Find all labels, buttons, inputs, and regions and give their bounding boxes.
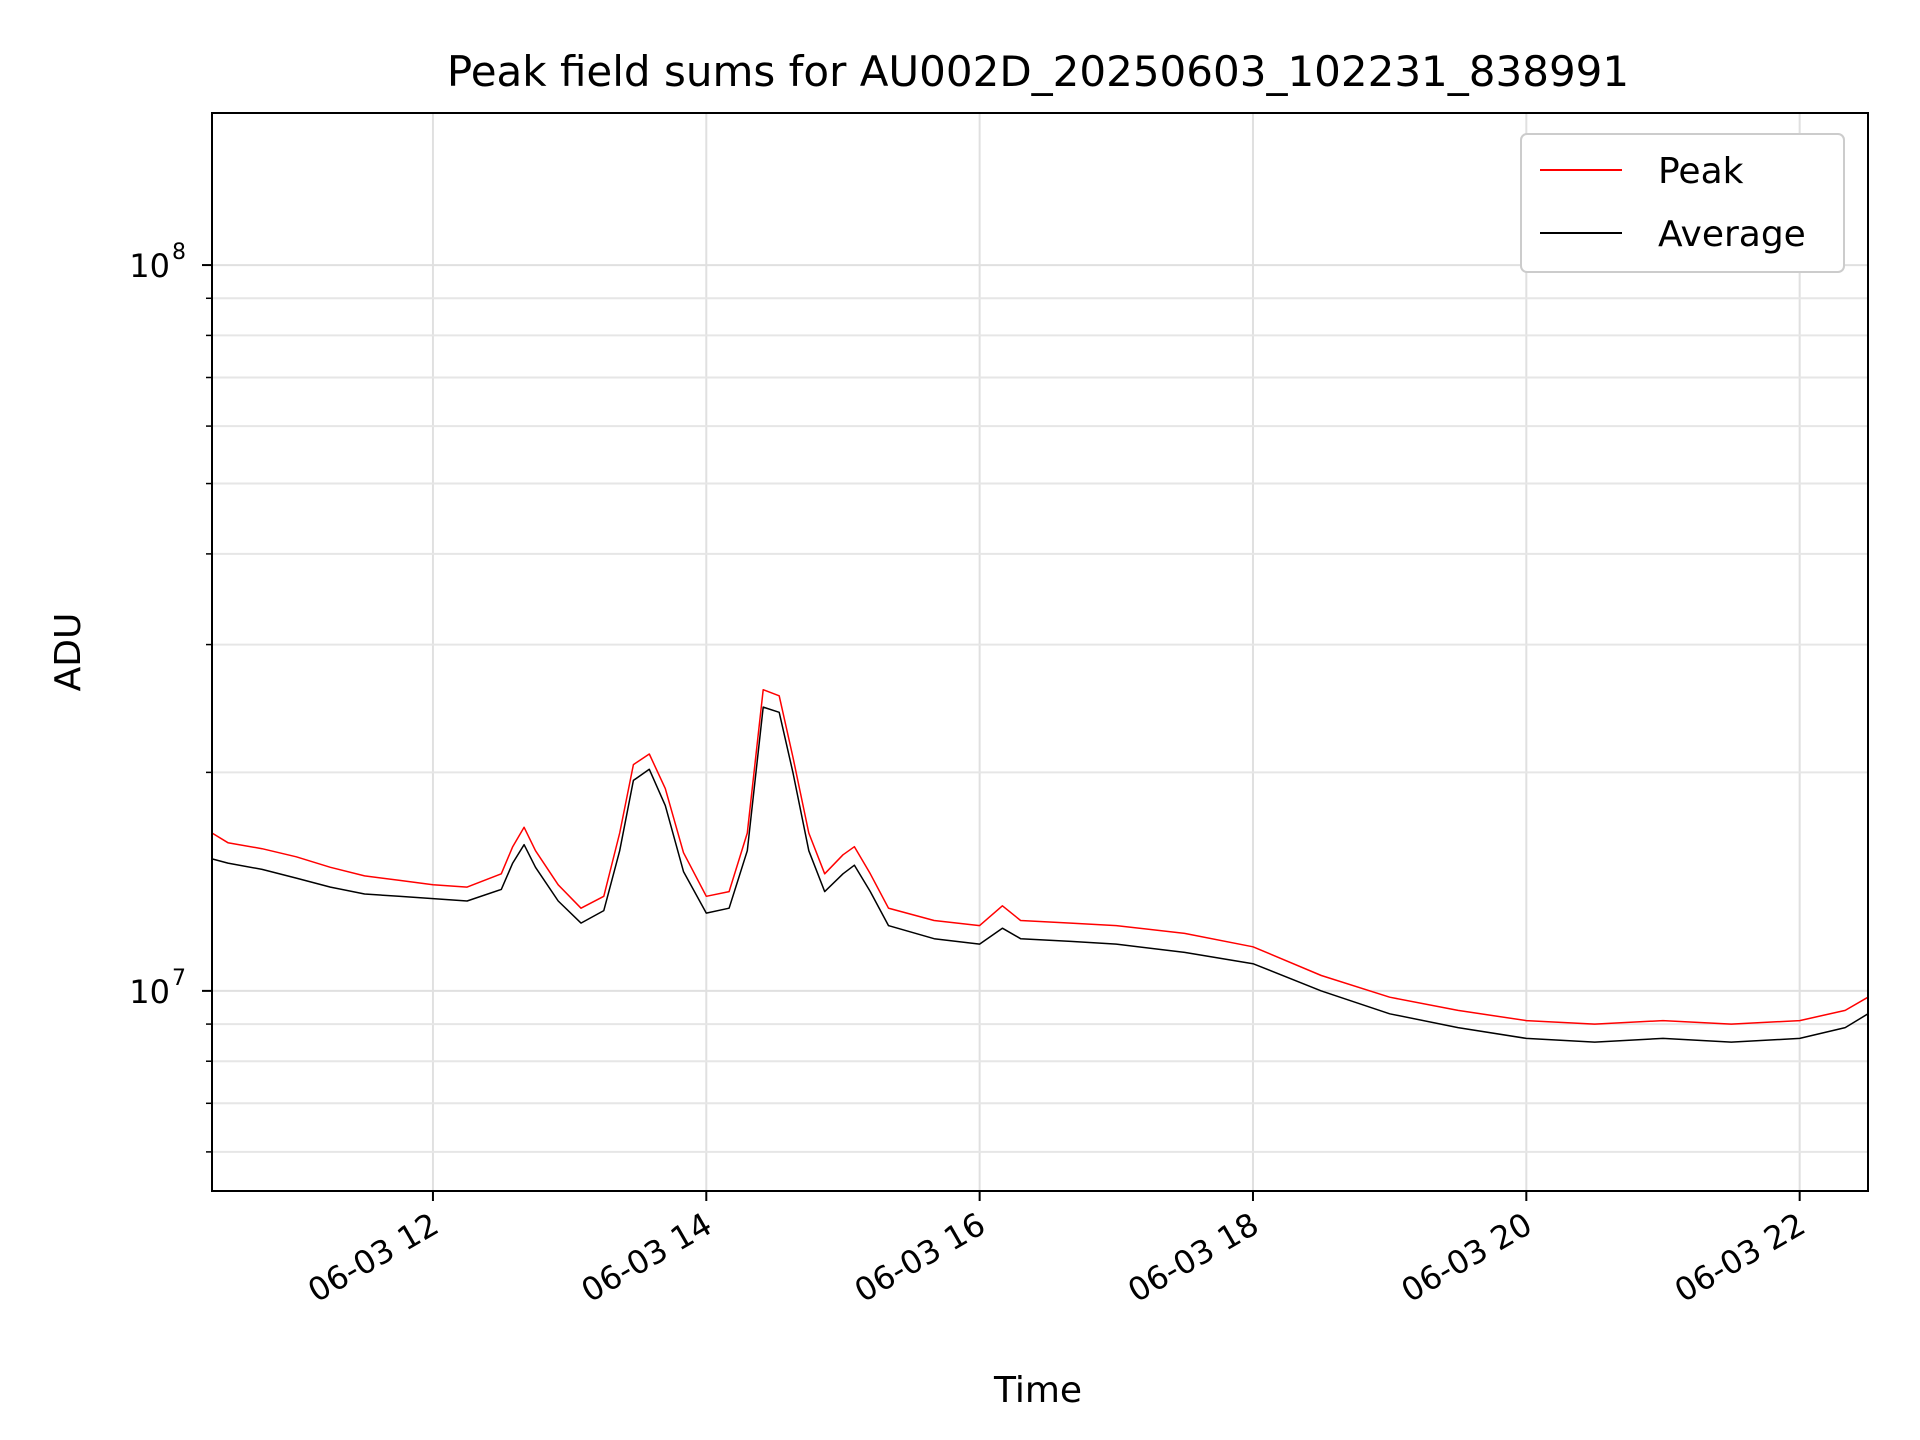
y-tick-label: 10 <box>129 973 170 1011</box>
legend: Peak Average <box>1520 133 1845 273</box>
y-axis-label: ADU <box>48 613 89 692</box>
series-line-average <box>211 706 1869 1043</box>
series-line-peak <box>211 688 1869 1025</box>
x-axis-label: Time <box>993 1370 1082 1411</box>
chart-title: Peak field sums for AU002D_20250603_1022… <box>447 47 1629 96</box>
plot-frame <box>211 112 1869 1192</box>
y-tick-label: 10 <box>129 247 170 285</box>
legend-peak-label: Peak <box>1658 151 1744 192</box>
legend-box <box>1520 133 1845 273</box>
y-tick-exponent: 8 <box>172 240 186 265</box>
y-tick-exponent: 7 <box>172 966 186 991</box>
legend-average-label: Average <box>1658 214 1806 255</box>
plot-series <box>211 688 1869 1043</box>
